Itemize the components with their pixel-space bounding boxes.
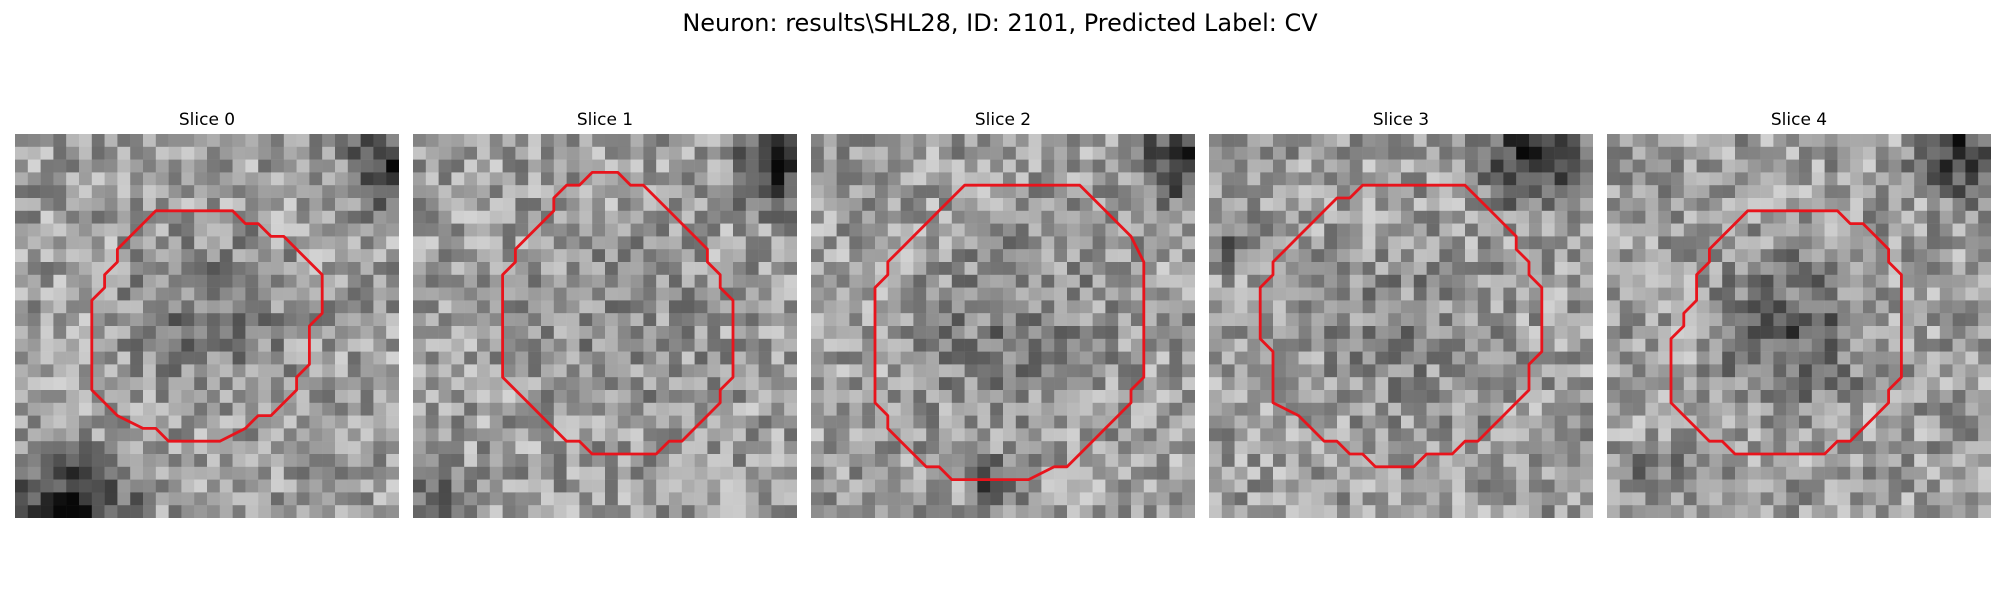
neuron-contour-1 (501, 170, 735, 456)
slice-pixels-2 (811, 134, 1195, 518)
neuron-contour-2 (873, 183, 1146, 482)
slice-image-4 (1607, 134, 1991, 518)
slice-image-3 (1209, 134, 1593, 518)
slice-title-3: Slice 3 (1372, 110, 1430, 130)
slice-pixels-3 (1209, 134, 1593, 518)
figure-title: Neuron: results\SHL28, ID: 2101, Predict… (682, 9, 1318, 37)
neuron-contour-4 (1669, 209, 1903, 456)
slice-pixels-4 (1607, 134, 1991, 518)
slice-title-2: Slice 2 (974, 110, 1032, 130)
neuron-contour-0 (90, 209, 324, 443)
slice-image-1 (413, 134, 797, 518)
neuron-contour-3 (1258, 183, 1544, 469)
slice-pixels-1 (413, 134, 797, 518)
slice-pixels-0 (15, 134, 399, 518)
slice-title-1: Slice 1 (576, 110, 634, 130)
slice-title-4: Slice 4 (1770, 110, 1828, 130)
slice-image-2 (811, 134, 1195, 518)
slice-title-0: Slice 0 (178, 110, 236, 130)
slice-image-0 (15, 134, 399, 518)
